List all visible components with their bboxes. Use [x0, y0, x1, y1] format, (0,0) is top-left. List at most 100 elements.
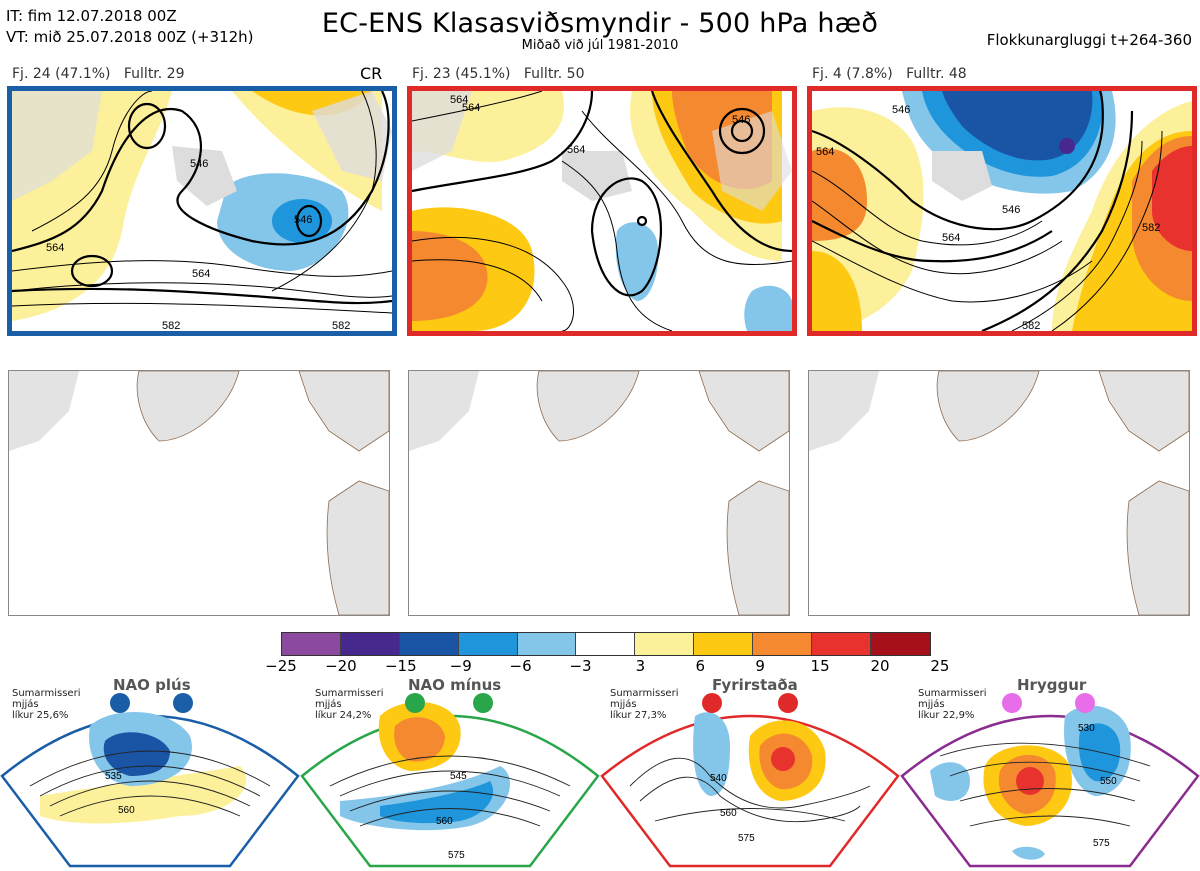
regime-1-title: NAO plús — [113, 676, 191, 694]
regime-2-probability: líkur 24,2% — [315, 710, 372, 721]
page-subtitle: Miðað við júl 1981-2010 — [521, 38, 679, 53]
colorbar-tick-label: −9 — [449, 657, 472, 675]
cluster-3-map: 546 564 546 564 582 582 — [807, 86, 1197, 336]
empty-map-2 — [408, 370, 790, 616]
regime-blocking: 540 560 575 Fyrirstaða Sumarmisseri mjjá… — [600, 676, 900, 871]
cluster-3-label: Fj. 4 (7.8%) Fulltr. 48 — [812, 66, 967, 82]
colorbar-swatch — [458, 633, 518, 655]
cluster-1-contour-label: 582 — [162, 320, 180, 331]
colorbar-tick-label: −25 — [265, 657, 297, 675]
valid-time: VT: mið 25.07.2018 00Z (+312h) — [6, 28, 254, 46]
cluster-1-contour-label: 564 — [46, 242, 64, 254]
regime-nao-minus: 545 560 575 NAO mínus Sumarmisseri mjjás… — [300, 676, 600, 871]
regime-4-contour-label: 550 — [1100, 776, 1117, 787]
cluster-1-size: Fj. 24 (47.1%) — [12, 66, 111, 82]
colorbar-tick-label: −15 — [384, 657, 417, 675]
cluster-1-contour-label: 564 — [192, 268, 210, 280]
cluster-1-label: Fj. 24 (47.1%) Fulltr. 29 — [12, 66, 185, 82]
cluster-3-contour-label: 564 — [816, 146, 834, 158]
regime-4-contour-label: 575 — [1093, 838, 1110, 849]
colorbar-tick-label: 9 — [755, 657, 765, 675]
regime-1-months: mjjás — [12, 699, 39, 710]
colorbar-swatch — [399, 633, 459, 655]
cluster-2-size: Fj. 23 (45.1%) — [412, 66, 511, 82]
colorbar-tick-label: −6 — [509, 657, 532, 675]
colorbar-swatch — [282, 633, 341, 655]
cluster-2-map: 546 564 564 564 — [407, 86, 797, 336]
cluster-1-contour-label: 582 — [332, 320, 350, 331]
cluster-2-contour-label: 564 — [462, 102, 480, 114]
regime-2-dot-right — [473, 693, 493, 713]
empty-map-1 — [8, 370, 390, 616]
cluster-1-contour-label: 546 — [294, 214, 312, 226]
regime-3-contour-label: 575 — [738, 833, 755, 844]
regime-4-months: mjjás — [918, 699, 945, 710]
regime-2-contour-label: 575 — [448, 850, 465, 861]
header-times: IT: fim 12.07.2018 00Z VT: mið 25.07.201… — [6, 6, 254, 48]
regime-3-info: Sumarmisseri mjjás líkur 27,3% — [610, 688, 678, 721]
colorbar-tick-label: 3 — [635, 657, 646, 675]
regime-3-months: mjjás — [610, 699, 637, 710]
colorbar-swatch — [870, 633, 930, 655]
colorbar-swatch — [812, 633, 871, 655]
colorbar-tick-label: −3 — [569, 657, 592, 675]
regime-4-season: Sumarmisseri — [918, 688, 987, 699]
regime-4-title: Hryggur — [1017, 676, 1087, 694]
cluster-3-contour-label: 582 — [1022, 320, 1040, 331]
cluster-3-representative: Fulltr. 48 — [906, 66, 967, 82]
regime-2-contour-label: 560 — [436, 816, 453, 827]
regime-2-months: mjjás — [315, 699, 342, 710]
cluster-2-label: Fj. 23 (45.1%) Fulltr. 50 — [412, 66, 585, 82]
cluster-1-map: 546 564 546 564 582 582 — [7, 86, 397, 336]
regime-3-dot-right — [778, 693, 798, 713]
regime-3-dot-left — [702, 693, 722, 713]
regime-1-dot-left — [110, 693, 130, 713]
colorbar-tick-label: −20 — [325, 657, 357, 675]
classification-window: Flokkunargluggi t+264-360 — [986, 31, 1192, 49]
anomaly-colorbar — [281, 632, 931, 656]
regime-4-dot-left — [1002, 693, 1022, 713]
regime-4-info: Sumarmisseri mjjás líkur 22,9% — [918, 688, 986, 721]
colorbar-swatch — [517, 633, 577, 655]
empty-map-3 — [808, 370, 1190, 616]
cluster-2-contour-label: 564 — [567, 144, 585, 156]
regime-1-probability: líkur 25,6% — [12, 710, 69, 721]
colorbar-swatch — [576, 633, 636, 655]
regime-ridge: 530 550 575 Hryggur Sumarmisseri mjjás l… — [900, 676, 1200, 871]
cluster-2-representative: Fulltr. 50 — [523, 66, 585, 82]
cluster-3-contour-label: 546 — [1002, 204, 1020, 216]
regime-4-contour-label: 530 — [1078, 723, 1095, 734]
regime-1-contour-label: 535 — [105, 771, 122, 782]
regime-1-season: Sumarmisseri — [12, 688, 81, 699]
cluster-3-size: Fj. 4 (7.8%) — [812, 66, 893, 82]
regime-1-dot-right — [173, 693, 193, 713]
cluster-3-contour-label: 564 — [942, 232, 960, 244]
page-title: EC-ENS Klasasviðsmyndir - 500 hPa hæð — [321, 8, 879, 39]
cluster-1-contour-label: 546 — [190, 158, 208, 170]
colorbar-swatch — [694, 633, 754, 655]
cluster-3-contour-label: 582 — [1142, 222, 1160, 234]
colorbar-swatch — [635, 633, 695, 655]
regime-3-contour-label: 560 — [720, 808, 737, 819]
regime-4-probability: líkur 22,9% — [918, 710, 975, 721]
initial-time: IT: fim 12.07.2018 00Z — [6, 7, 177, 25]
cluster-2-contour-label: 564 — [450, 94, 468, 106]
regime-2-contour-label: 545 — [450, 771, 467, 782]
regime-2-dot-left — [405, 693, 425, 713]
regime-3-probability: líkur 27,3% — [610, 710, 667, 721]
regime-4-dot-right — [1075, 693, 1095, 713]
regime-1-contour-label: 560 — [118, 805, 135, 816]
colorbar-swatch — [753, 633, 813, 655]
cluster-1-representative: Fulltr. 29 — [123, 66, 185, 82]
regime-1-info: Sumarmisseri mjjás líkur 25,6% — [12, 688, 80, 721]
regime-2-title: NAO mínus — [408, 676, 502, 694]
regime-2-info: Sumarmisseri mjjás líkur 24,2% — [315, 688, 383, 721]
regime-2-season: Sumarmisseri — [315, 688, 384, 699]
cluster-3-contour-label: 546 — [892, 104, 910, 116]
cluster-1-tag: CR — [360, 64, 383, 83]
cluster-2-contour-label: 546 — [732, 114, 750, 126]
colorbar-tick-label: 20 — [870, 657, 890, 675]
regime-3-title: Fyrirstaða — [712, 676, 798, 694]
regime-3-contour-label: 540 — [710, 773, 727, 784]
colorbar-swatch — [340, 633, 400, 655]
